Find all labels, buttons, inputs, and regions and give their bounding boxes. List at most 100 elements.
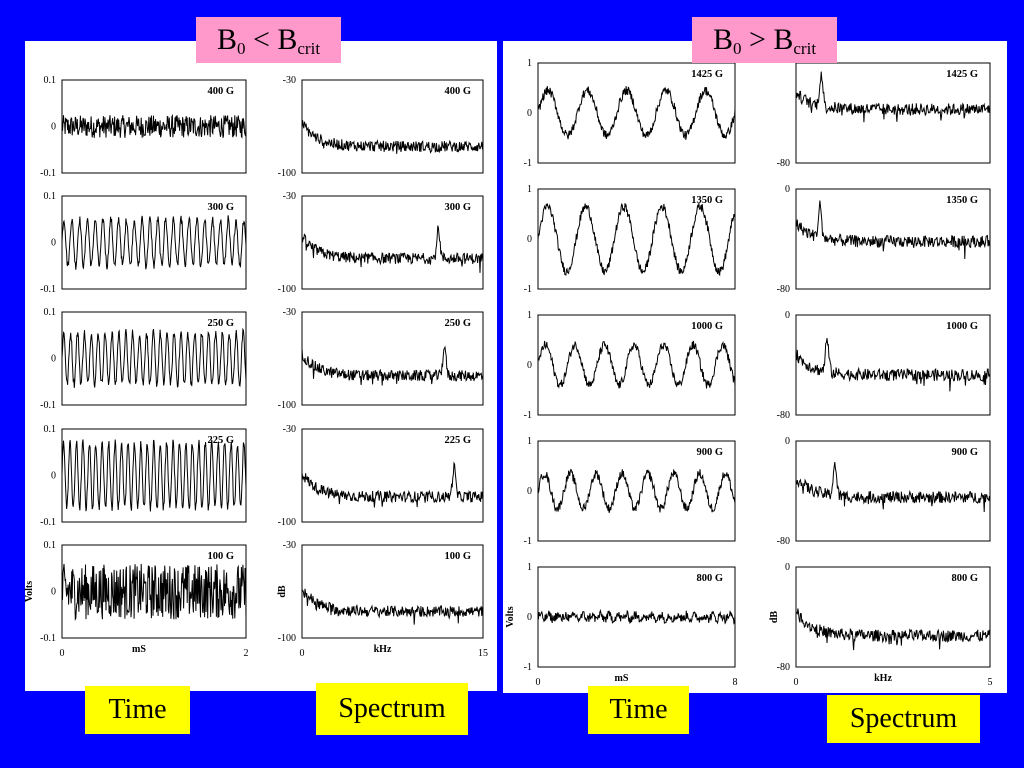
y-tick-label: -30 — [283, 540, 296, 551]
x-axis-title: mS — [132, 644, 146, 655]
title-left-base2: B — [277, 23, 298, 56]
title-above-critical: B0 > Bcrit — [692, 17, 837, 63]
spectrum-trace-250g — [301, 345, 484, 386]
y-tick-label: -100 — [278, 168, 296, 179]
title-right-sub0: 0 — [732, 39, 742, 58]
y-tick-label: 1 — [527, 184, 532, 195]
y-tick-label: 1 — [527, 562, 532, 573]
y-tick-label: 0 — [51, 354, 56, 365]
spectrum-trace-100g — [301, 588, 484, 625]
y-tick-label: -0.1 — [40, 284, 56, 295]
panel-field-label: 900 G — [951, 447, 978, 458]
spectrum-label-left: Spectrum — [316, 683, 468, 735]
title-right-sub1: crit — [793, 39, 817, 58]
panel-field-label: 1000 G — [691, 321, 723, 332]
title-left-sub1: crit — [297, 39, 321, 58]
title-left-sub0: 0 — [236, 39, 246, 58]
y-tick-label: 0 — [51, 238, 56, 249]
y-tick-label: -30 — [283, 424, 296, 435]
panel-field-label: 1350 G — [691, 195, 723, 206]
time-trace-100g — [61, 563, 247, 621]
x-tick-label: 0 — [536, 677, 541, 688]
y-tick-label: 0 — [785, 436, 790, 447]
y-tick-label: -80 — [777, 284, 790, 295]
y-tick-label: -0.1 — [40, 400, 56, 411]
y-tick-label: 0 — [785, 310, 790, 321]
x-tick-label: 0 — [300, 648, 305, 659]
y-axis-title: dB — [769, 611, 780, 624]
time-trace-800g — [537, 608, 736, 625]
y-tick-label: 0 — [527, 108, 532, 119]
y-tick-label: 1 — [527, 436, 532, 447]
panel-field-label: 250 G — [207, 318, 234, 329]
panel-field-label: 1425 G — [691, 69, 723, 80]
y-tick-label: -100 — [278, 633, 296, 644]
spectrum-trace-225g — [301, 461, 484, 508]
panel-field-label: 225 G — [444, 435, 471, 446]
plot-frame — [301, 311, 484, 406]
panel-field-label: 800 G — [951, 573, 978, 584]
y-axis-title: Volts — [505, 606, 516, 627]
spectrum-trace-1425g — [795, 71, 991, 123]
time-trace-900g — [537, 468, 736, 514]
time-trace-400g — [61, 114, 247, 139]
y-tick-label: -100 — [278, 517, 296, 528]
x-tick-label: 2 — [244, 648, 249, 659]
plot-frame — [795, 314, 991, 416]
y-tick-label: 0 — [527, 360, 532, 371]
y-tick-label: -100 — [278, 284, 296, 295]
x-axis-title: mS — [615, 673, 629, 684]
title-left-relation: < — [252, 23, 270, 56]
panel-field-label: 900 G — [696, 447, 723, 458]
y-tick-label: 0 — [527, 486, 532, 497]
panel-field-label: 400 G — [207, 86, 234, 97]
plot-frame — [795, 62, 991, 164]
title-right-relation: > — [748, 23, 766, 56]
y-tick-label: -80 — [777, 410, 790, 421]
time-label-left: Time — [85, 686, 190, 734]
y-tick-label: 0.1 — [44, 424, 57, 435]
panel-field-label: 250 G — [444, 318, 471, 329]
time-trace-250g — [61, 327, 247, 388]
panel-field-label: 1350 G — [946, 195, 978, 206]
time-label-right: Time — [588, 686, 689, 734]
panel-field-label: 800 G — [696, 573, 723, 584]
panel-field-label: 1000 G — [946, 321, 978, 332]
y-tick-label: 0 — [785, 184, 790, 195]
y-tick-label: -1 — [524, 284, 532, 295]
panel-field-label: 1425 G — [946, 69, 978, 80]
plot-frame — [61, 311, 247, 406]
time-trace-1425g — [537, 86, 736, 140]
y-tick-label: -1 — [524, 662, 532, 673]
plot-frame — [795, 440, 991, 542]
x-axis-title: kHz — [874, 673, 892, 684]
y-tick-label: -80 — [777, 662, 790, 673]
spectrum-label-right: Spectrum — [827, 695, 980, 743]
plot-frame — [795, 188, 991, 290]
y-tick-label: -30 — [283, 191, 296, 202]
y-axis-title: Volts — [24, 581, 35, 602]
plot-frame — [537, 314, 736, 416]
panel-field-label: 100 G — [444, 551, 471, 562]
y-tick-label: 0.1 — [44, 191, 57, 202]
time-trace-300g — [61, 215, 247, 270]
panel-field-label: 225 G — [207, 435, 234, 446]
y-tick-label: 0.1 — [44, 540, 57, 551]
time-trace-225g — [61, 439, 247, 512]
y-tick-label: -0.1 — [40, 168, 56, 179]
panel-field-label: 300 G — [444, 202, 471, 213]
y-tick-label: -0.1 — [40, 517, 56, 528]
y-tick-label: 0 — [785, 562, 790, 573]
y-tick-label: -0.1 — [40, 633, 56, 644]
y-tick-label: 0 — [527, 234, 532, 245]
panel-field-label: 300 G — [207, 202, 234, 213]
y-tick-label: 1 — [527, 58, 532, 69]
y-tick-label: -100 — [278, 400, 296, 411]
spectrum-trace-800g — [795, 608, 991, 651]
spectrum-trace-1350g — [795, 200, 991, 260]
panel-field-label: 400 G — [444, 86, 471, 97]
x-tick-label: 0 — [60, 648, 65, 659]
panel-field-label: 100 G — [207, 551, 234, 562]
title-right-base2: B — [773, 23, 794, 56]
